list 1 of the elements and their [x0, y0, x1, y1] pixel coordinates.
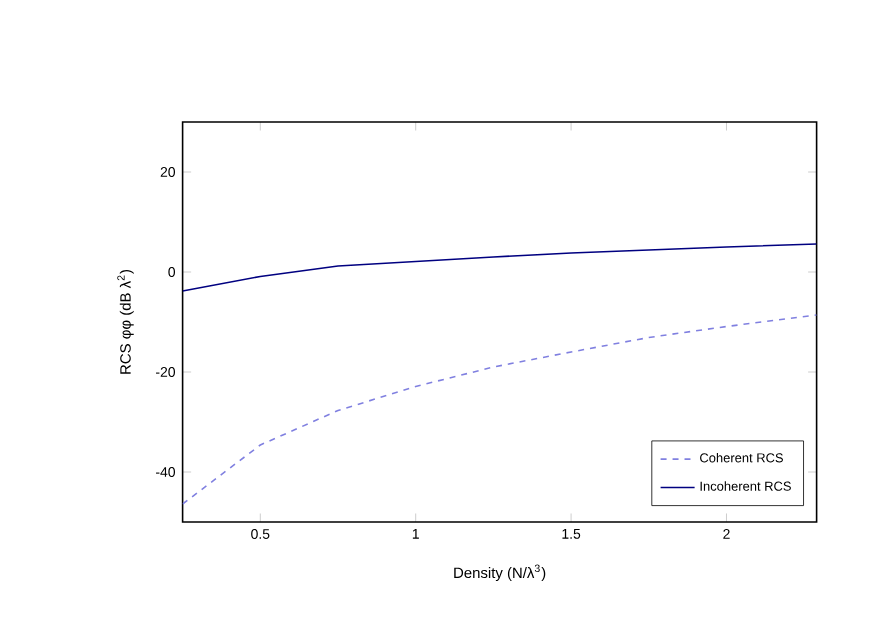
line-series [182, 314, 817, 505]
